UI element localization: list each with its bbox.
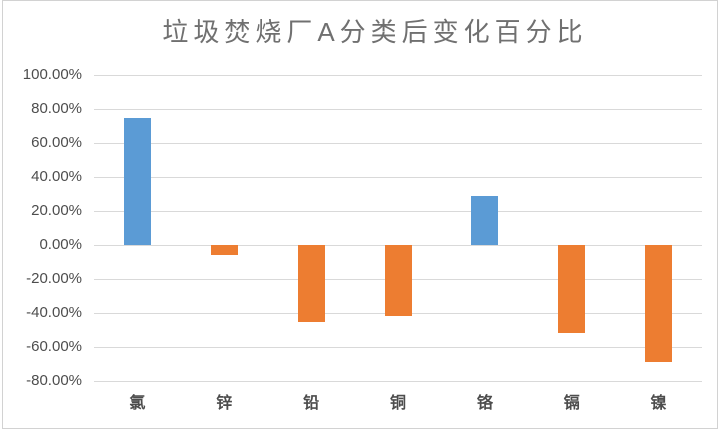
y-tick-label: 80.00% (31, 100, 82, 117)
x-axis: 氯锌铅铜铬镉镍 (94, 389, 702, 419)
gridline (94, 177, 702, 178)
y-tick-label: 0.00% (39, 236, 82, 253)
bar-氯 (123, 117, 151, 245)
x-tick-label: 镍 (650, 395, 667, 412)
gridline (94, 109, 702, 110)
bar-铅 (297, 245, 325, 322)
y-tick-label: 100.00% (22, 66, 82, 83)
x-tick-label: 锌 (216, 395, 233, 412)
plot-area (94, 75, 702, 382)
x-tick-label: 铬 (476, 395, 493, 412)
x-tick-label: 镉 (563, 395, 580, 412)
gridline (94, 347, 702, 348)
bar-铬 (471, 195, 499, 245)
bar-镍 (645, 245, 673, 363)
gridline (94, 75, 702, 76)
x-tick-label: 铜 (389, 395, 406, 412)
y-axis: 100.00% 80.00% 60.00% 40.00% 20.00% 0.00% -20.… (3, 1, 82, 431)
bar-镉 (558, 245, 586, 334)
gridline (94, 211, 702, 212)
y-tick-label: -40.00% (26, 304, 82, 321)
y-tick-label: -60.00% (26, 338, 82, 355)
gridline (94, 143, 702, 144)
x-tick-label: 氯 (129, 395, 146, 412)
chart-title: 垃圾焚烧厂A分类后变化百分比 (162, 17, 588, 47)
x-tick-label: 铅 (303, 395, 320, 412)
bar-锌 (210, 245, 238, 256)
y-tick-label: 40.00% (31, 168, 82, 185)
y-tick-label: -80.00% (26, 372, 82, 389)
y-tick-label: 20.00% (31, 202, 82, 219)
y-tick-label: 60.00% (31, 134, 82, 151)
y-tick-label: -20.00% (26, 270, 82, 287)
gridline (94, 381, 702, 382)
bar-铜 (384, 245, 412, 317)
